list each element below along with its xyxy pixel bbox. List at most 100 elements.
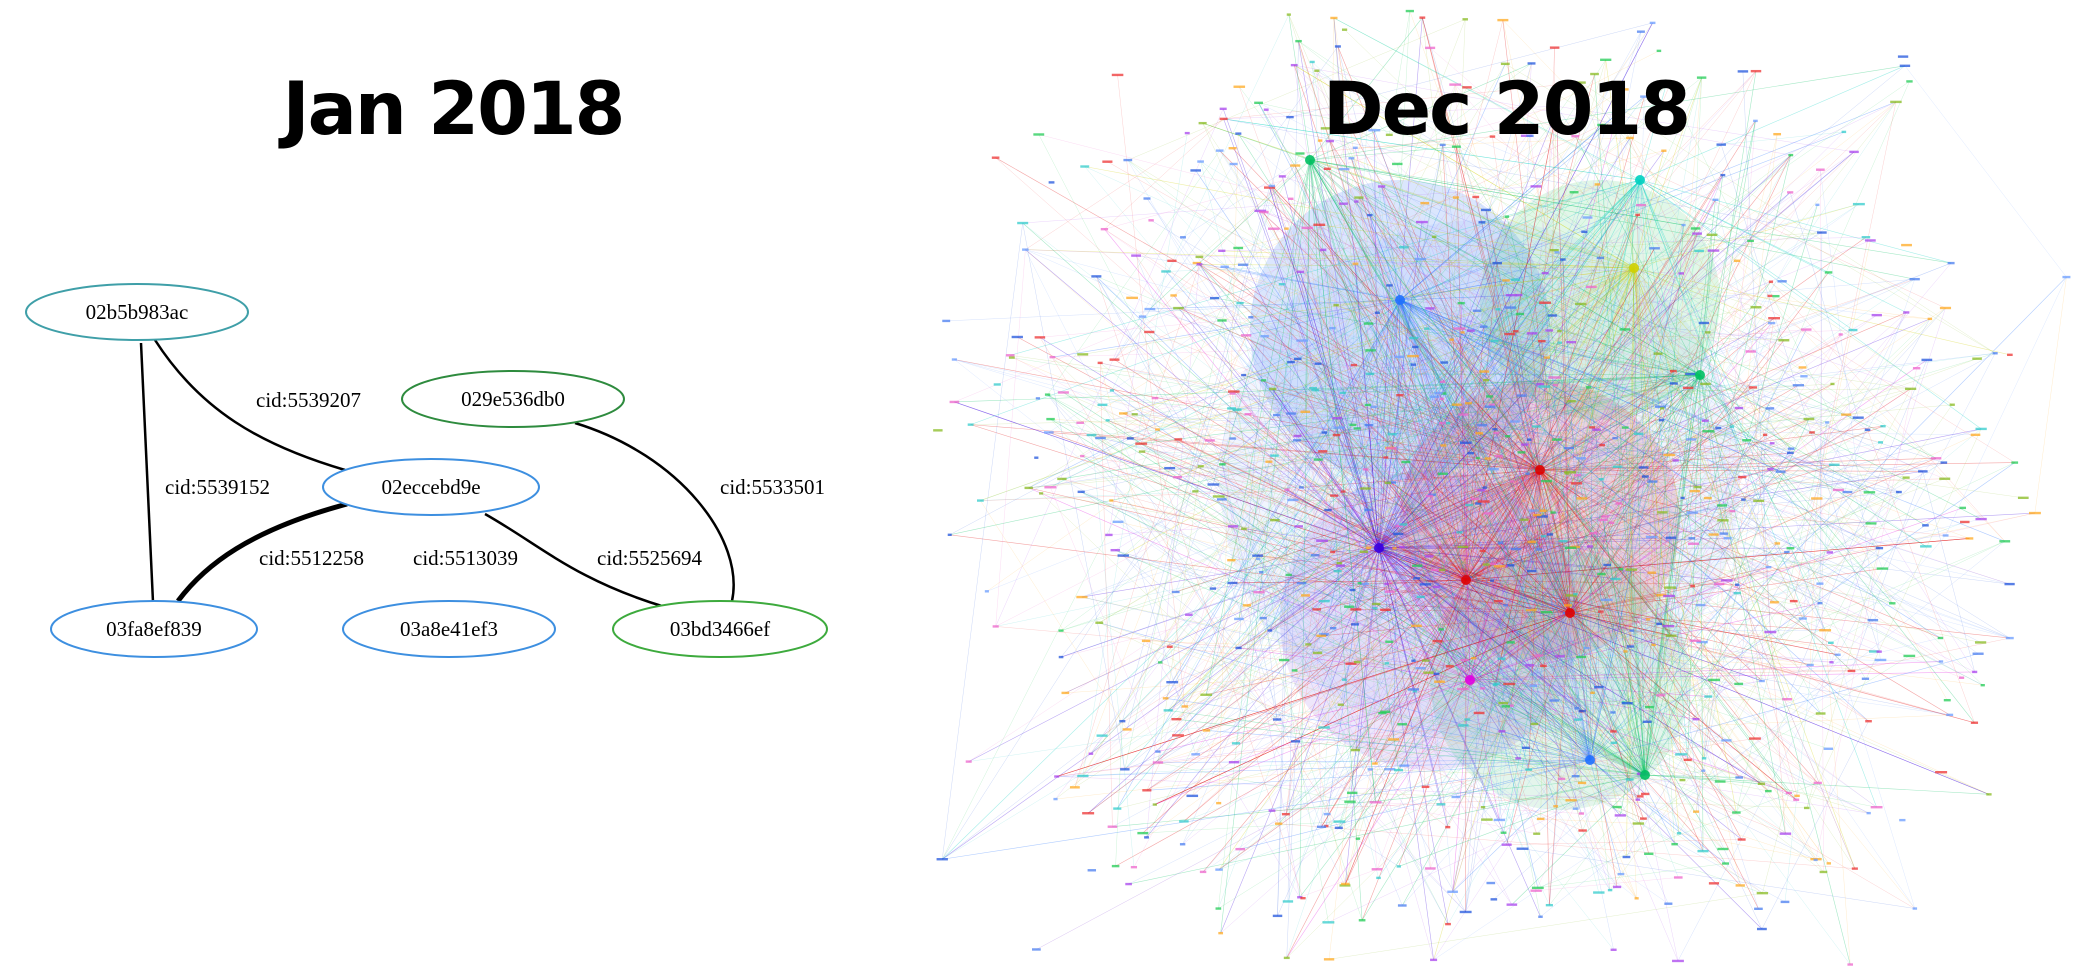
network-edge <box>1521 452 1821 604</box>
network-edge <box>1165 299 1401 699</box>
network-edge <box>1238 133 1838 655</box>
network-edge <box>1695 719 1759 909</box>
network-edge <box>1282 176 1911 390</box>
network-node <box>1565 472 1570 475</box>
network-node <box>1472 195 1480 199</box>
network-edge <box>1099 622 1591 761</box>
network-edge <box>1142 821 1340 834</box>
network-edge <box>1439 579 1467 682</box>
network-edge <box>1510 565 1669 904</box>
network-node <box>1141 639 1151 643</box>
network-edge <box>1146 759 1591 791</box>
network-node <box>1109 358 1120 361</box>
network-edge <box>1539 469 1672 636</box>
network-node <box>1803 806 1810 810</box>
network-edge <box>1399 63 1506 301</box>
network-edge <box>1080 89 1624 423</box>
network-edge <box>1390 482 1467 581</box>
network-node <box>1610 711 1616 714</box>
network-node <box>992 625 999 628</box>
network-edge <box>1269 630 1614 713</box>
network-node <box>1102 160 1113 163</box>
network-edge <box>1398 356 1453 892</box>
network-edge <box>1309 159 1464 690</box>
network-node <box>1533 832 1541 835</box>
network-edge <box>1128 774 1646 885</box>
network-edge <box>1358 197 1701 376</box>
network-node <box>1035 397 1041 400</box>
network-edge <box>1369 215 1401 301</box>
network-node <box>1253 591 1265 594</box>
network-node <box>1533 513 1542 517</box>
network-node <box>1756 927 1767 931</box>
network-edge <box>1483 501 1583 783</box>
network-node <box>1617 872 1625 876</box>
network-edge <box>1505 307 1946 606</box>
network-edge <box>1339 562 1646 776</box>
network-edge <box>1386 131 1845 585</box>
network-edge <box>1258 102 1646 776</box>
network-edge <box>1569 594 1662 614</box>
network-edge <box>1295 373 1691 742</box>
network-edge <box>1378 437 1616 549</box>
network-node <box>1209 587 1217 590</box>
network-edge <box>1319 224 1942 662</box>
network-edge <box>1399 299 1689 389</box>
network-edge <box>1612 489 1839 713</box>
network-edge <box>1250 317 1975 673</box>
network-node <box>1399 545 1405 549</box>
network-edge <box>1224 266 1510 335</box>
network-edge <box>1777 543 1821 604</box>
network-node <box>1974 641 1987 644</box>
network-node <box>1241 527 1247 530</box>
network-edge <box>1582 81 1910 831</box>
network-node <box>1292 439 1301 442</box>
network-hub <box>1565 608 1575 618</box>
network-edge <box>1299 374 1701 898</box>
network-edge <box>1292 499 1437 571</box>
network-node <box>1316 634 1327 638</box>
network-edge <box>1117 521 1669 904</box>
edge-e5 <box>574 421 735 602</box>
network-edge <box>1154 612 1571 805</box>
network-node <box>977 499 984 502</box>
network-node <box>1475 502 1482 505</box>
network-edge <box>1465 532 1594 581</box>
network-edge <box>1127 19 1466 161</box>
network-node <box>1986 793 1992 796</box>
network-node <box>1138 450 1146 453</box>
network-node <box>1228 761 1240 764</box>
network-edge <box>1399 299 1465 661</box>
network-node <box>1958 676 1965 679</box>
network-edge <box>1172 411 1306 683</box>
network-edge <box>1233 391 1470 506</box>
network-edge <box>1355 20 1504 610</box>
network-edge <box>995 157 1560 657</box>
network-edge <box>1378 313 1521 549</box>
network-node <box>1032 948 1041 951</box>
network-edge <box>1511 279 1516 296</box>
network-edge <box>1025 249 1380 549</box>
network-node <box>1324 824 1329 828</box>
network-node <box>1794 794 1800 798</box>
network-node <box>1338 167 1350 171</box>
network-edge <box>1314 390 1550 906</box>
network-edge <box>1336 395 1522 436</box>
network-edge <box>1336 435 1383 714</box>
network-node <box>1816 168 1825 171</box>
network-node <box>1939 477 1951 480</box>
network-edge <box>995 108 1224 627</box>
network-edge <box>1337 46 1351 127</box>
network-edge <box>1285 458 1582 815</box>
network-node <box>1623 650 1628 653</box>
network-node <box>1852 416 1864 419</box>
network-node <box>1658 418 1665 422</box>
network-node <box>1498 730 1506 733</box>
network-edge <box>1399 299 1869 722</box>
network-edge <box>1222 252 1557 465</box>
network-edge <box>1269 187 1465 661</box>
network-edge <box>1160 82 1581 663</box>
network-edge <box>1338 505 1723 829</box>
network-edge <box>1344 295 1512 886</box>
network-edge <box>1048 249 1324 433</box>
